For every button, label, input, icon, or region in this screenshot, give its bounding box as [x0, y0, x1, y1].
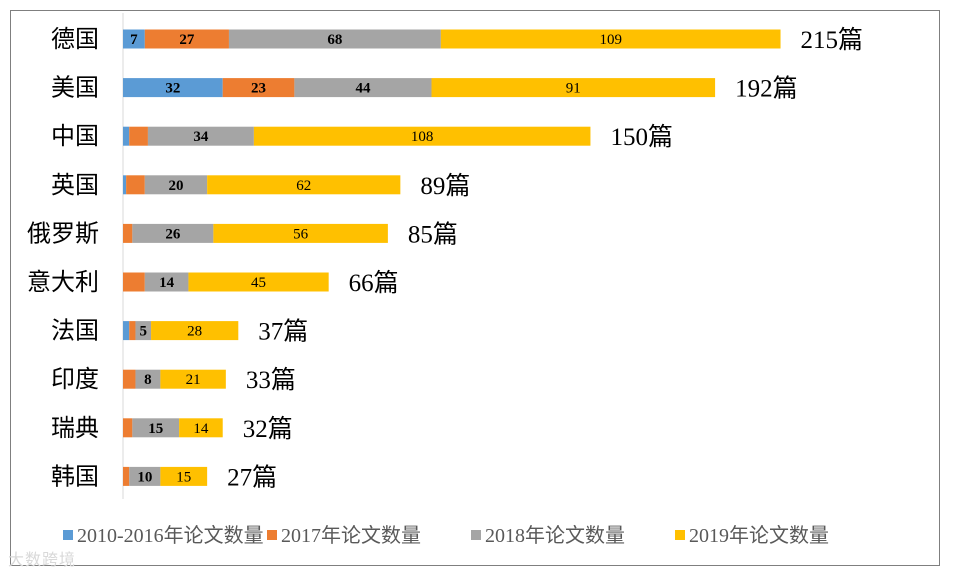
legend-label: 2010-2016年论文数量 — [77, 524, 264, 547]
category-label: 印度 — [51, 365, 99, 393]
data-label: 15 — [148, 421, 163, 437]
data-label: 26 — [165, 226, 181, 242]
total-label: 192篇 — [735, 75, 798, 103]
total-label: 37篇 — [258, 318, 308, 346]
bar-segment — [123, 272, 145, 292]
bar-segment — [144, 29, 229, 49]
category-label: 瑞典 — [51, 414, 99, 442]
bar-segment — [294, 78, 432, 98]
data-label: 68 — [327, 32, 342, 48]
category-label: 韩国 — [51, 462, 99, 490]
total-label: 32篇 — [243, 415, 293, 443]
bar-segment — [151, 321, 239, 341]
category-label: 法国 — [51, 317, 99, 345]
legend-swatch — [267, 530, 277, 540]
bar-segment — [440, 29, 781, 49]
bar-segment — [132, 418, 180, 438]
data-label: 15 — [176, 469, 191, 485]
legend-label: 2018年论文数量 — [485, 524, 625, 547]
chart-frame: 德国 7 27 68 109 215篇 美国 32 23 44 91 192篇 中国 34 108 150篇英… — [10, 10, 940, 566]
bar-segment — [160, 466, 208, 486]
bar-segment — [253, 126, 591, 146]
bar-segment — [123, 321, 130, 341]
bar-segment — [213, 223, 388, 243]
bar-segment — [123, 78, 223, 98]
bar-segment — [123, 223, 133, 243]
total-label: 27篇 — [227, 463, 277, 491]
data-label: 91 — [566, 81, 581, 97]
data-label: 32 — [165, 81, 180, 97]
data-label: 109 — [599, 32, 622, 48]
bar-segment — [129, 321, 136, 341]
legend-swatch — [471, 530, 481, 540]
bar-segment — [129, 466, 161, 486]
bar-segment — [123, 29, 145, 49]
bar-segment — [123, 175, 127, 195]
legend-swatch — [675, 530, 685, 540]
category-label: 俄罗斯 — [27, 219, 99, 247]
bar-segment — [144, 272, 189, 292]
data-label: 21 — [186, 372, 201, 388]
total-label: 66篇 — [349, 269, 399, 297]
data-label: 45 — [251, 275, 266, 291]
category-label: 意大利 — [27, 268, 99, 296]
data-label: 7 — [130, 32, 138, 48]
bar-segment — [431, 78, 716, 98]
total-label: 150篇 — [610, 123, 673, 151]
bar-segment — [129, 126, 148, 146]
watermark: 大数跨境 — [8, 550, 77, 569]
legend-label: 2017年论文数量 — [281, 524, 421, 547]
bar-segment — [188, 272, 329, 292]
bar-segment — [126, 175, 145, 195]
bar-segment — [228, 29, 441, 49]
bar-segment — [135, 369, 161, 389]
bar-segment — [132, 223, 214, 243]
data-label: 27 — [179, 32, 195, 48]
data-label: 20 — [168, 178, 183, 194]
data-label: 10 — [137, 469, 152, 485]
bar-segment — [207, 175, 401, 195]
bar-segment — [123, 126, 130, 146]
bar-segment — [147, 126, 254, 146]
data-label: 23 — [251, 81, 266, 97]
data-label: 5 — [140, 324, 148, 340]
bar-segment — [135, 321, 152, 341]
bar-segment — [144, 175, 208, 195]
data-label: 8 — [144, 372, 152, 388]
category-label: 美国 — [51, 74, 99, 102]
data-label: 44 — [355, 81, 371, 97]
data-label: 56 — [293, 226, 309, 242]
total-label: 33篇 — [246, 366, 296, 394]
data-label: 14 — [159, 275, 175, 291]
bar-segment — [179, 418, 223, 438]
total-label: 89篇 — [420, 172, 470, 200]
category-label: 中国 — [51, 122, 99, 150]
category-label: 德国 — [51, 25, 99, 53]
bar-segment — [123, 466, 130, 486]
data-label: 14 — [193, 421, 209, 437]
data-label: 28 — [187, 324, 202, 340]
bar-segment — [160, 369, 226, 389]
legend-label: 2019年论文数量 — [689, 524, 829, 547]
data-label: 34 — [193, 129, 209, 145]
bar-segment — [123, 369, 136, 389]
bar-segment — [222, 78, 295, 98]
bar-segment — [123, 418, 133, 438]
legend-swatch — [63, 530, 73, 540]
category-label: 英国 — [51, 171, 99, 199]
total-label: 215篇 — [801, 26, 864, 54]
data-label: 62 — [296, 178, 311, 194]
total-label: 85篇 — [408, 220, 458, 248]
data-label: 108 — [411, 129, 434, 145]
